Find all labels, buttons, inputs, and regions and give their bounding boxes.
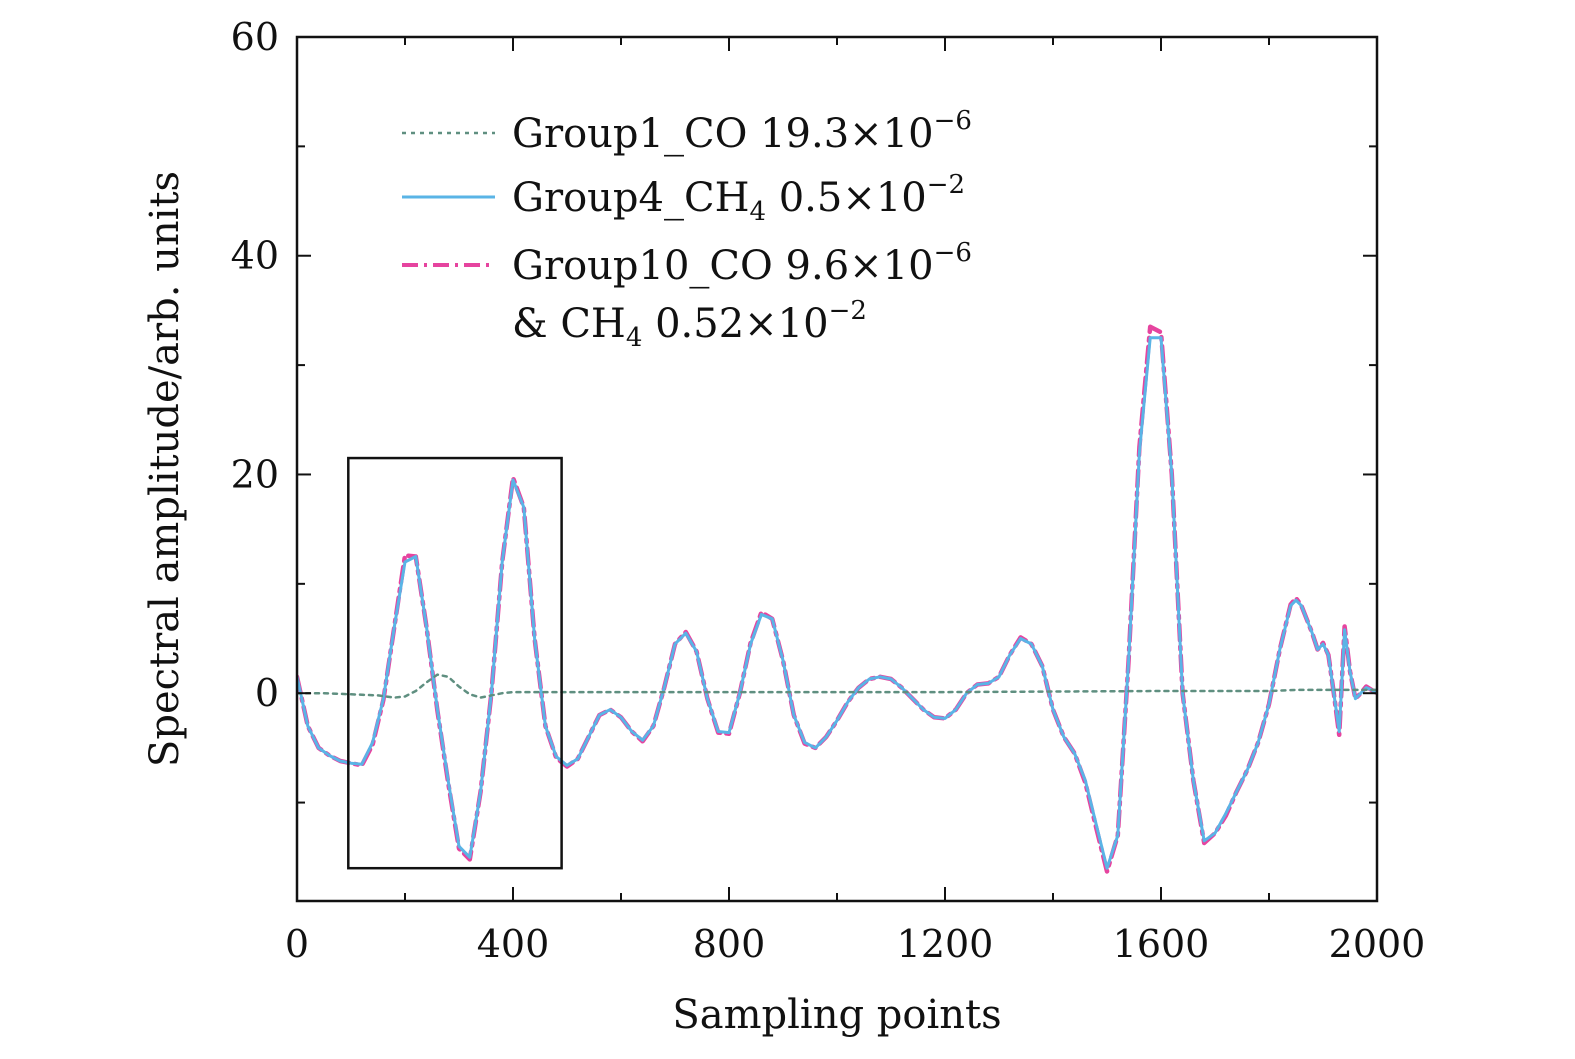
y-tick-label: 0 [255,671,279,715]
x-tick-label: 1200 [897,922,994,966]
y-tick-label: 40 [231,234,279,278]
y-tick-label: 20 [231,452,279,496]
series-line-3 [297,324,1377,874]
x-tick-label: 800 [693,922,766,966]
plot-area-frame [295,35,1379,903]
legend-label-1: Group1_CO 19.3×10−6 [512,106,972,157]
legend: Group1_CO 19.3×10−6 Group4_CH4 0.5×10−2 Gr… [402,106,972,353]
x-tick-label: 400 [477,922,550,966]
legend-label-3-line-2: & CH4 0.52×10−2 [512,296,867,353]
axis-ticks: 0 400 800 1200 1600 2000 0 20 40 60 [231,15,1426,966]
x-tick-label: 1600 [1113,922,1210,966]
annotation-layer [347,456,563,870]
legend-label-3: Group10_CO 9.6×10−6 [512,238,972,289]
legend-label-2: Group4_CH4 0.5×10−2 [512,170,965,227]
y-axis-label: Spectral amplitude/arb. units [142,171,188,767]
series-line-2 [297,336,1377,870]
x-axis-label: Sampling points [672,992,1001,1038]
x-tick-label: 0 [285,922,309,966]
y-tick-label: 60 [231,15,279,59]
series-layer [297,324,1377,874]
x-tick-label: 2000 [1329,922,1426,966]
series-line-1 [297,673,1377,699]
highlight-box [347,456,563,870]
